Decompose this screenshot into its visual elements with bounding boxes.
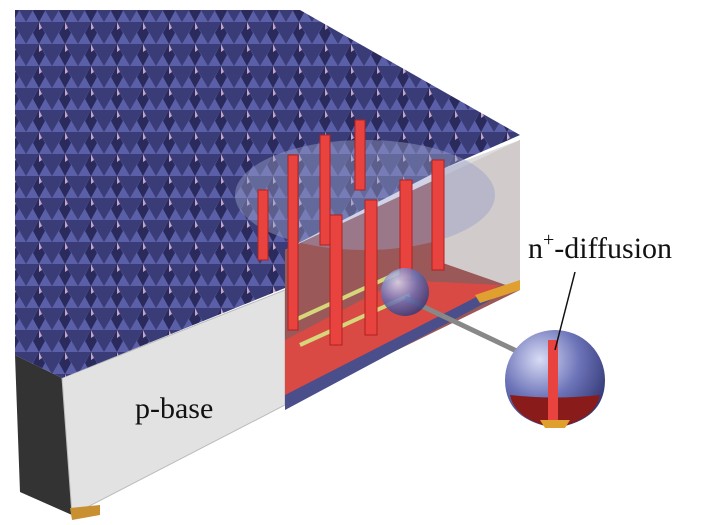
small-sphere bbox=[381, 268, 429, 316]
label-superscript: + bbox=[543, 229, 554, 251]
diagram: p-base n+-diffusion bbox=[0, 0, 706, 525]
label-rest: -diffusion bbox=[554, 232, 672, 265]
label-base: n bbox=[528, 232, 543, 265]
hemisphere-contact bbox=[540, 420, 570, 428]
n-diffusion-label: n+-diffusion bbox=[528, 229, 672, 265]
p-base-label: p-base bbox=[135, 392, 213, 425]
hemisphere-cylinder bbox=[548, 340, 558, 428]
